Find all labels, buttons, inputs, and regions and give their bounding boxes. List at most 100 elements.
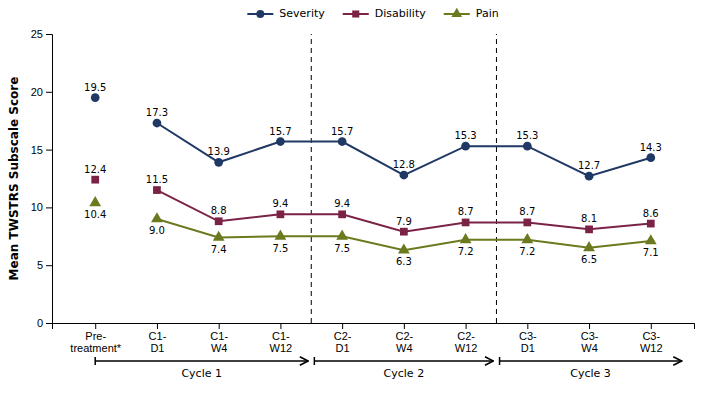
data-label: 6.5 — [581, 254, 597, 265]
series-point — [645, 234, 657, 244]
cycle-label: Cycle 1 — [181, 367, 222, 380]
x-tick: C1-D1 — [149, 323, 167, 354]
y-tick-mark — [46, 34, 52, 35]
x-tick: C1-W4 — [210, 323, 228, 354]
x-tick-label: Pre-treatment* — [70, 330, 121, 355]
x-tick-mark — [404, 323, 405, 329]
x-tick-label: C1-W12 — [270, 330, 293, 355]
data-label: 8.6 — [643, 208, 659, 219]
y-tick-label: 25 — [31, 28, 43, 40]
x-tick-label: C2-W4 — [395, 330, 413, 355]
x-tick-mark — [157, 323, 158, 329]
x-axis-line — [53, 324, 695, 330]
data-label: 17.3 — [146, 107, 168, 118]
series-point — [521, 233, 533, 243]
x-tick-label: C1-D1 — [149, 330, 167, 355]
y-tick: 20 — [31, 86, 52, 98]
cycle-divider — [496, 34, 497, 323]
series-point — [338, 210, 346, 218]
y-tick-mark — [46, 92, 52, 93]
y-tick-mark — [46, 265, 52, 266]
data-label: 7.4 — [211, 244, 227, 255]
data-label: 8.8 — [211, 205, 227, 216]
data-label: 13.9 — [208, 146, 230, 157]
y-tick: 5 — [37, 259, 52, 271]
series-line — [157, 190, 651, 232]
series-point — [338, 137, 347, 146]
y-tick-mark — [46, 150, 52, 151]
series-point — [585, 225, 593, 233]
x-tick: C2-W12 — [455, 323, 478, 354]
series-point — [399, 171, 408, 180]
legend-item: Severity — [247, 7, 325, 20]
x-tick-mark — [342, 323, 343, 329]
legend-marker — [352, 10, 359, 17]
series-point — [460, 233, 472, 243]
data-label: 12.8 — [393, 159, 415, 170]
legend: Severity Disability Pain — [247, 7, 498, 20]
series-point — [276, 137, 285, 146]
data-label: 9.4 — [334, 198, 350, 209]
series-point — [89, 196, 101, 206]
legend-item: Pain — [444, 7, 499, 20]
cycle-label: Cycle 2 — [384, 367, 425, 380]
series-point — [151, 212, 163, 222]
series-point — [336, 230, 348, 240]
series-point — [646, 153, 655, 162]
y-tick-label: 0 — [37, 317, 43, 329]
legend-label: Severity — [279, 7, 325, 20]
series-point — [153, 119, 162, 128]
x-tick-label: C3-W12 — [640, 330, 663, 355]
cycle-arrow-start — [499, 357, 501, 365]
data-label: 15.3 — [516, 130, 538, 141]
legend-item: Disability — [343, 7, 426, 20]
x-tick-mark — [651, 323, 652, 329]
y-tick-mark — [46, 323, 52, 324]
data-label: 8.7 — [458, 206, 474, 217]
data-label: 7.9 — [396, 216, 412, 227]
x-tick: C1-W12 — [270, 323, 293, 354]
data-label: 11.5 — [146, 174, 168, 185]
x-tick-label: C3-W4 — [581, 330, 599, 355]
data-label: 7.5 — [272, 243, 288, 254]
cycle-arrow — [314, 360, 493, 362]
cycle-arrow — [500, 360, 682, 362]
series-point — [398, 243, 410, 253]
y-tick-label: 5 — [37, 259, 43, 271]
y-tick: 25 — [31, 28, 52, 40]
data-label: 8.7 — [519, 206, 535, 217]
x-tick: C3-W4 — [581, 323, 599, 354]
data-label: 7.1 — [643, 247, 659, 258]
series-point — [277, 210, 285, 218]
chart: 0510152025Pre-treatment*C1-D1C1-W4C1-W12… — [0, 0, 709, 395]
data-label: 12.7 — [578, 160, 600, 171]
x-tick-mark — [95, 323, 96, 329]
legend-marker — [451, 8, 462, 17]
data-label: 19.5 — [84, 82, 106, 93]
cycle-arrow-start — [314, 357, 316, 365]
data-label: 7.2 — [519, 246, 535, 257]
series-point — [585, 172, 594, 181]
x-tick-mark — [527, 323, 528, 329]
x-tick-mark — [280, 323, 281, 329]
x-tick: C2-D1 — [334, 323, 352, 354]
series-point — [275, 230, 287, 240]
data-label: 7.2 — [458, 246, 474, 257]
x-tick: C3-W12 — [640, 323, 663, 354]
y-tick-label: 15 — [31, 144, 43, 156]
x-tick-label: C3-D1 — [519, 330, 537, 355]
x-tick-label: C2-W12 — [455, 330, 478, 355]
series-point — [583, 241, 595, 251]
y-tick-label: 20 — [31, 86, 43, 98]
plot: 0510152025Pre-treatment*C1-D1C1-W4C1-W12… — [31, 28, 695, 380]
data-label: 7.5 — [334, 243, 350, 254]
cycle-arrow — [95, 360, 308, 362]
series-line — [157, 123, 651, 176]
y-axis-title: Mean TWSTRS Subscale Score — [7, 77, 21, 281]
data-label: 15.3 — [454, 130, 476, 141]
series-point — [213, 231, 225, 241]
data-label: 15.7 — [269, 126, 291, 137]
data-label: 15.7 — [331, 126, 353, 137]
data-label: 9.4 — [272, 198, 288, 209]
x-axis: Pre-treatment* C1-D1 C1-W4 C1-W12 C2-D1 C2-W4… — [53, 323, 695, 354]
